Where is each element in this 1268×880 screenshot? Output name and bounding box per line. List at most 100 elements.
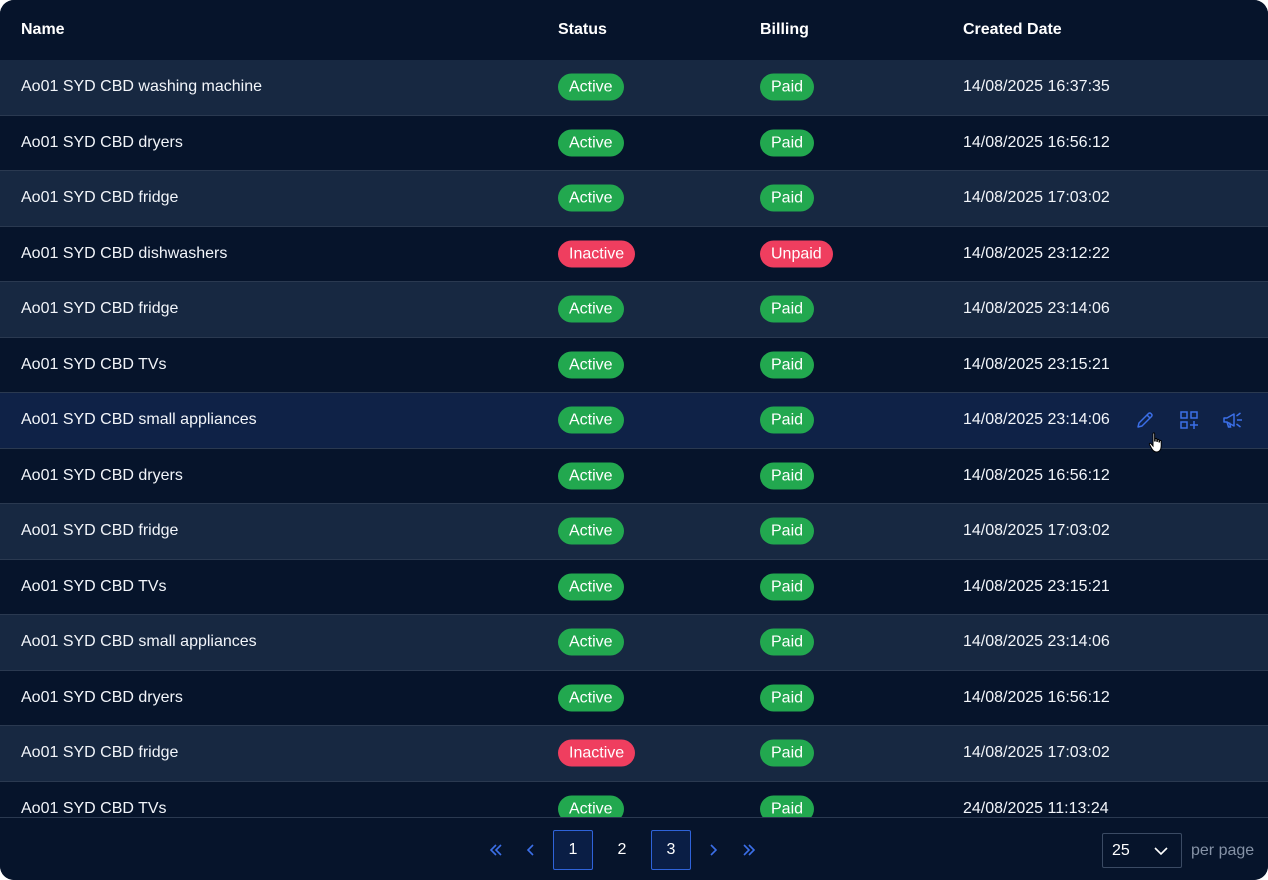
row-name: Ao01 SYD CBD dishwashers bbox=[21, 244, 228, 262]
row-created-date: 24/08/2025 11:13:24 bbox=[963, 799, 1109, 817]
status-badge: Active bbox=[558, 462, 624, 490]
table-header: Name Status Billing Created Date bbox=[0, 0, 1268, 60]
table-row[interactable]: Ao01 SYD CBD small appliances Active Paid 1… bbox=[0, 615, 1268, 671]
row-name: Ao01 SYD CBD fridge bbox=[21, 522, 179, 540]
table-row[interactable]: Ao01 SYD CBD dishwashers Inactive Unpaid 14… bbox=[0, 226, 1268, 282]
row-name: Ao01 SYD CBD TVs bbox=[21, 799, 167, 817]
first-page-button[interactable] bbox=[486, 830, 506, 870]
billing-badge: Paid bbox=[760, 129, 815, 157]
billing-badge: Paid bbox=[760, 684, 815, 712]
row-name: Ao01 SYD CBD fridge bbox=[21, 744, 179, 762]
billing-badge: Unpaid bbox=[760, 240, 833, 268]
row-created-date: 14/08/2025 23:14:06 bbox=[963, 300, 1110, 318]
row-created-date: 14/08/2025 17:03:02 bbox=[963, 189, 1110, 207]
table-row[interactable]: Ao01 SYD CBD fridge Inactive Paid 14/08/202… bbox=[0, 726, 1268, 782]
table-row[interactable]: Ao01 SYD CBD dryers Active Paid 14/08/2025 … bbox=[0, 448, 1268, 504]
billing-badge: Paid bbox=[760, 351, 815, 379]
pencil-icon bbox=[1137, 412, 1153, 428]
billing-badge: Paid bbox=[760, 517, 815, 545]
row-created-date: 14/08/2025 16:37:35 bbox=[963, 78, 1110, 96]
column-header-created-date[interactable]: Created Date bbox=[963, 21, 1062, 38]
row-name: Ao01 SYD CBD dryers bbox=[21, 466, 183, 484]
row-name: Ao01 SYD CBD small appliances bbox=[21, 633, 257, 651]
table-row[interactable]: Ao01 SYD CBD TVs Active Paid 24/08/2025 11:… bbox=[0, 781, 1268, 817]
table-row[interactable]: Ao01 SYD CBD dryers Active Paid 14/08/2025 … bbox=[0, 115, 1268, 171]
billing-badge: Paid bbox=[760, 795, 815, 817]
previous-page-button[interactable] bbox=[521, 830, 541, 870]
pagination: 1 2 3 bbox=[486, 830, 759, 870]
table-row[interactable]: Ao01 SYD CBD TVs Active Paid 14/08/2025 23:… bbox=[0, 337, 1268, 393]
status-badge: Active bbox=[558, 406, 624, 434]
status-badge: Active bbox=[558, 573, 624, 601]
status-badge: Active bbox=[558, 351, 624, 379]
status-badge: Inactive bbox=[558, 240, 636, 268]
status-badge: Inactive bbox=[558, 739, 636, 767]
column-header-billing[interactable]: Billing bbox=[760, 21, 809, 38]
chevron-left-icon bbox=[526, 844, 534, 856]
billing-badge: Paid bbox=[760, 406, 815, 434]
chevrons-left-icon bbox=[489, 844, 502, 856]
per-page-select[interactable]: 25 bbox=[1102, 833, 1182, 868]
page-button-2[interactable]: 2 bbox=[617, 841, 627, 858]
status-badge: Active bbox=[558, 628, 624, 656]
billing-badge: Paid bbox=[760, 295, 815, 323]
table-row[interactable]: Ao01 SYD CBD fridge Active Paid 14/08/2025 … bbox=[0, 282, 1268, 338]
row-name: Ao01 SYD CBD TVs bbox=[21, 355, 167, 373]
billing-badge: Paid bbox=[760, 573, 815, 601]
row-name: Ao01 SYD CBD TVs bbox=[21, 577, 167, 595]
grid-add-icon bbox=[1180, 411, 1198, 430]
chevron-right-icon bbox=[710, 844, 718, 856]
row-created-date: 14/08/2025 17:03:02 bbox=[963, 522, 1110, 540]
page-button-3[interactable]: 3 bbox=[651, 830, 691, 870]
row-created-date: 14/08/2025 16:56:12 bbox=[963, 688, 1110, 706]
edit-button[interactable] bbox=[1134, 409, 1156, 431]
row-created-date: 14/08/2025 17:03:02 bbox=[963, 744, 1110, 762]
status-badge: Active bbox=[558, 129, 624, 157]
table-row[interactable]: Ao01 SYD CBD dryers Active Paid 14/08/2025 … bbox=[0, 670, 1268, 726]
row-created-date: 14/08/2025 23:14:06 bbox=[963, 411, 1110, 429]
status-badge: Active bbox=[558, 184, 624, 212]
megaphone-icon bbox=[1223, 412, 1242, 428]
next-page-button[interactable] bbox=[703, 830, 723, 870]
table-row[interactable]: Ao01 SYD CBD washing machine Active Paid 14… bbox=[0, 60, 1268, 116]
row-name: Ao01 SYD CBD small appliances bbox=[21, 411, 257, 429]
row-name: Ao01 SYD CBD washing machine bbox=[21, 78, 263, 96]
table-row[interactable]: Ao01 SYD CBD small appliances Active Paid 1… bbox=[0, 393, 1268, 449]
row-created-date: 14/08/2025 23:14:06 bbox=[963, 633, 1110, 651]
status-badge: Active bbox=[558, 795, 624, 817]
hand-pointer-cursor-icon bbox=[1148, 432, 1162, 453]
status-badge: Active bbox=[558, 295, 624, 323]
billing-badge: Paid bbox=[760, 184, 815, 212]
add-to-group-button[interactable] bbox=[1178, 409, 1200, 431]
table-footer: 1 2 3 25 per page bbox=[0, 817, 1268, 880]
last-page-button[interactable] bbox=[739, 830, 759, 870]
per-page-label: per page bbox=[1191, 842, 1255, 859]
row-created-date: 14/08/2025 23:15:21 bbox=[963, 577, 1110, 595]
announce-button[interactable] bbox=[1222, 409, 1244, 431]
table-row[interactable]: Ao01 SYD CBD fridge Active Paid 14/08/2025 … bbox=[0, 171, 1268, 227]
table-row[interactable]: Ao01 SYD CBD TVs Active Paid 14/08/2025 23:… bbox=[0, 559, 1268, 615]
billing-badge: Paid bbox=[760, 462, 815, 490]
status-badge: Active bbox=[558, 684, 624, 712]
row-created-date: 14/08/2025 16:56:12 bbox=[963, 466, 1110, 484]
table-body: Ao01 SYD CBD washing machine Active Paid 14… bbox=[0, 60, 1268, 817]
row-name: Ao01 SYD CBD fridge bbox=[21, 189, 179, 207]
chevrons-right-icon bbox=[743, 844, 756, 856]
chevron-down-icon bbox=[1154, 847, 1168, 856]
row-name: Ao01 SYD CBD fridge bbox=[21, 300, 179, 318]
row-name: Ao01 SYD CBD dryers bbox=[21, 688, 183, 706]
page-button-1[interactable]: 1 bbox=[553, 830, 593, 870]
row-created-date: 14/08/2025 16:56:12 bbox=[963, 133, 1110, 151]
row-name: Ao01 SYD CBD dryers bbox=[21, 133, 183, 151]
row-actions bbox=[1134, 409, 1244, 431]
status-badge: Active bbox=[558, 73, 624, 101]
row-created-date: 14/08/2025 23:15:21 bbox=[963, 355, 1110, 373]
per-page-value: 25 bbox=[1112, 841, 1130, 859]
status-badge: Active bbox=[558, 517, 624, 545]
table-row[interactable]: Ao01 SYD CBD fridge Active Paid 14/08/2025 … bbox=[0, 504, 1268, 560]
billing-badge: Paid bbox=[760, 73, 815, 101]
column-header-name[interactable]: Name bbox=[21, 21, 65, 38]
row-created-date: 14/08/2025 23:12:22 bbox=[963, 244, 1110, 262]
column-header-status[interactable]: Status bbox=[558, 21, 607, 38]
